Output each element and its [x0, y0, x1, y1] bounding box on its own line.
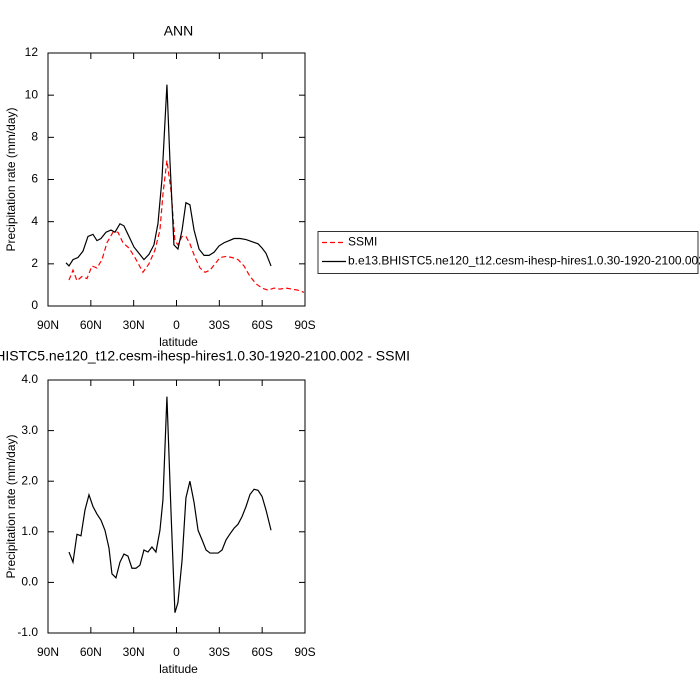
y-tick-label: 4.0 — [21, 372, 38, 386]
x-axis-label: latitude — [159, 662, 198, 676]
x-tick-label: 30N — [123, 645, 145, 659]
legend-label: SSMI — [348, 235, 377, 249]
y-tick-label: 3.0 — [21, 423, 38, 437]
x-tick-label: 60S — [251, 645, 272, 659]
y-tick-label: 0 — [31, 298, 38, 312]
y-tick-label: 0.0 — [21, 575, 38, 589]
y-tick-label: -1.0 — [17, 625, 38, 639]
x-tick-label: 60N — [80, 318, 102, 332]
y-tick-label: 2 — [31, 256, 38, 270]
x-tick-label: 30S — [209, 645, 230, 659]
x-tick-label: 90S — [294, 645, 315, 659]
y-axis-label: Precipitation rate (mm/day) — [4, 434, 18, 578]
chart-title: b.e13.BHISTC5.ne120_t12.cesm-ihesp-hires… — [0, 348, 410, 364]
x-tick-label: 0 — [173, 645, 180, 659]
y-tick-label: 1.0 — [21, 524, 38, 538]
x-tick-label: 0 — [173, 318, 180, 332]
x-tick-label: 60S — [251, 318, 272, 332]
data-line — [68, 160, 305, 293]
y-tick-label: 2.0 — [21, 473, 38, 487]
legend-box — [317, 231, 699, 274]
x-tick-label: 30N — [123, 318, 145, 332]
x-tick-label: 60N — [80, 645, 102, 659]
x-axis-label: latitude — [159, 335, 198, 349]
legend: SSMI b.e13.BHISTC5.ne120_t12.cesm-ihesp-h… — [317, 231, 700, 274]
y-tick-label: 12 — [25, 45, 39, 59]
legend-label: b.e13.BHISTC5.ne120_t12.cesm-ihesp-hires… — [348, 254, 700, 268]
x-tick-label: 90N — [37, 318, 59, 332]
y-tick-label: 8 — [31, 130, 38, 144]
chart-title: ANN — [164, 23, 194, 39]
y-axis-label: Precipitation rate (mm/day) — [4, 107, 18, 251]
plot-frame — [47, 52, 306, 307]
y-tick-label: 6 — [31, 172, 38, 186]
data-line — [68, 396, 272, 613]
data-line — [65, 84, 272, 267]
y-tick-label: 10 — [25, 87, 39, 101]
plot-frame — [47, 379, 306, 634]
x-tick-label: 90N — [37, 645, 59, 659]
y-tick-label: 4 — [31, 214, 38, 228]
x-tick-label: 90S — [294, 318, 315, 332]
x-tick-label: 30S — [209, 318, 230, 332]
